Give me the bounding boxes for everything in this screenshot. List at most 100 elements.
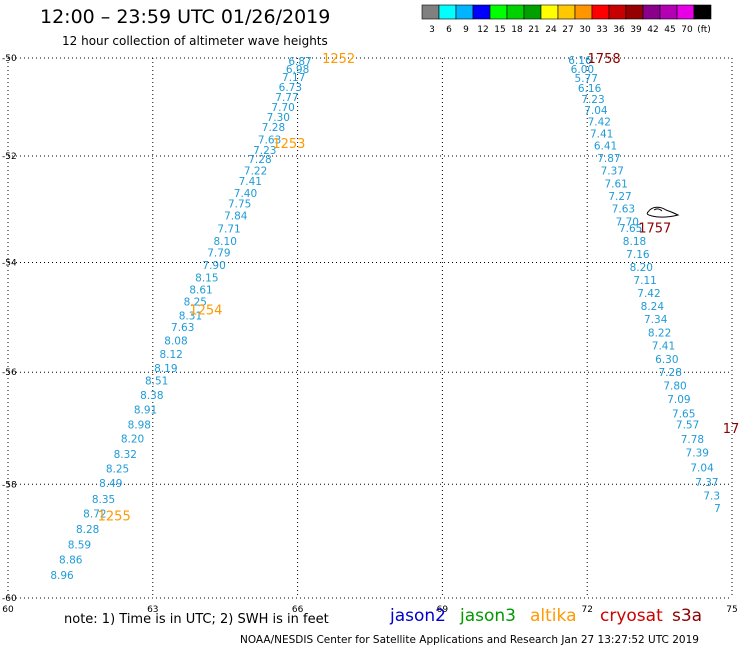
wave-height-value: 8.61 (189, 285, 212, 297)
wave-height-value: 7.11 (633, 275, 656, 287)
legend-label: 45 (664, 25, 675, 35)
legend-swatch (625, 4, 644, 20)
wave-height-value: 6.16 (568, 55, 592, 67)
wave-height-value: 8.25 (106, 463, 129, 475)
legend-label: 30 (579, 25, 591, 35)
wave-height-value: 8.20 (630, 262, 653, 274)
color-legend: 3 6 9 12 15 18 21 24 27 30 33 36 39 42 45 70 (ft) (421, 4, 712, 35)
legend-swatch (489, 4, 508, 20)
wave-height-value: 8.59 (68, 539, 91, 551)
lon-tick-label: 75 (726, 605, 737, 615)
lat-tick-label: -58 (2, 480, 17, 490)
legend-label: 15 (494, 25, 505, 35)
legend-swatch (591, 4, 610, 20)
wave-height-value: 7.37 (695, 477, 718, 489)
credit-footer: NOAA/NESDIS Center for Satellite Applica… (240, 634, 699, 646)
wave-height-value: 7.27 (608, 191, 631, 203)
wave-height-value: 7.30 (267, 112, 290, 124)
wave-height-value: 7.70 (271, 102, 294, 114)
wave-height-value: 7.87 (597, 153, 620, 165)
wave-height-value: 8.10 (214, 236, 237, 248)
wave-height-value: 7.39 (686, 448, 709, 460)
wave-height-value: 8.91 (134, 405, 157, 417)
legend-label: 21 (528, 25, 539, 35)
wave-height-value: 7.42 (637, 288, 660, 300)
wave-height-value: 7.28 (262, 122, 285, 134)
legend-label: 18 (511, 25, 523, 35)
lon-tick-label: 72 (581, 605, 592, 615)
lon-tick-label: 60 (2, 605, 14, 615)
wave-height-value: 6.30 (655, 354, 678, 366)
wave-height-value: 8.08 (164, 336, 187, 348)
wave-height-value: 6.41 (594, 141, 617, 153)
lat-tick-label: -60 (2, 594, 17, 604)
time-label: 1254 (189, 303, 222, 318)
wave-height-value: 8.12 (159, 349, 182, 361)
legend-swatch (557, 4, 576, 20)
wave-height-value: 7.63 (171, 322, 194, 334)
satellite-name-jason2: jason2 (390, 606, 446, 626)
legend-label: 3 (429, 25, 435, 35)
time-label: 1252 (322, 52, 355, 67)
wave-height-value: 8.18 (623, 236, 646, 248)
wave-height-value: 8.49 (99, 478, 122, 490)
wave-height-value: 7.3 (703, 491, 720, 503)
wave-height-value: 7.79 (207, 248, 230, 260)
wave-height-value: 7.28 (248, 154, 271, 166)
legend-swatch (540, 4, 559, 20)
wave-height-value: 7.04 (690, 462, 714, 474)
lat-tick-label: -52 (2, 152, 17, 162)
satellite-name-jason3: jason3 (460, 606, 516, 626)
time-label: 1255 (98, 509, 131, 524)
wave-height-value: 7.71 (217, 223, 240, 235)
wave-height-value: 7.23 (581, 94, 604, 106)
wave-height-value: 7.42 (588, 117, 611, 129)
wave-height-value: 7.80 (663, 381, 686, 393)
wave-height-value: 8.98 (128, 420, 151, 432)
island-outline (646, 206, 680, 218)
time-label: 1758 (588, 52, 621, 67)
lon-tick-label: 63 (147, 605, 158, 615)
legend-swatch (523, 4, 542, 20)
legend-swatch (693, 4, 712, 20)
wave-height-value: 6.00 (571, 64, 594, 76)
wave-height-value: 8.51 (145, 376, 168, 388)
lon-tick-label: 69 (437, 605, 449, 615)
wave-height-value: 8.25 (184, 297, 207, 309)
wave-height-value: 6.16 (578, 83, 602, 95)
satellite-name-s3a: s3a (672, 606, 703, 626)
legend-label: 6 (446, 25, 452, 35)
time-label: 1253 (272, 137, 305, 152)
legend-swatch (472, 4, 491, 20)
wave-height-value: 8.86 (59, 555, 83, 567)
time-label: 17 (723, 422, 740, 437)
wave-height-value: 7.09 (667, 394, 690, 406)
legend-swatch (659, 4, 678, 20)
map-subtitle: 12 hour collection of altimeter wave hei… (62, 34, 328, 48)
wave-height-value: 7.70 (616, 217, 639, 229)
legend-swatch (676, 4, 695, 20)
wave-height-value: 7.65 (672, 408, 695, 420)
wave-height-value: 7.28 (659, 367, 682, 379)
wave-height-value: 7.75 (228, 198, 251, 210)
legend-label: 36 (613, 25, 625, 35)
wave-height-value: 7.41 (590, 128, 613, 140)
wave-height-value: 7.84 (224, 211, 248, 223)
time-label: 1757 (638, 221, 671, 236)
wave-height-value: 7.41 (239, 176, 262, 188)
legend-label: 33 (596, 25, 607, 35)
legend-swatch (574, 4, 593, 20)
wave-height-value: 7 (714, 503, 721, 515)
wave-height-value: 7.23 (253, 145, 276, 157)
wave-height-value: 7.22 (244, 166, 267, 178)
wave-height-value: 7.34 (644, 314, 668, 326)
wave-height-value: 7.63 (258, 135, 281, 147)
wave-height-value: 7.61 (604, 178, 627, 190)
wave-height-value: 7.41 (652, 341, 675, 353)
legend-swatch (438, 4, 457, 20)
legend-swatch (642, 4, 661, 20)
wave-height-value: 8.35 (92, 494, 115, 506)
wave-height-value: 7.90 (202, 260, 225, 272)
lat-tick-label: -54 (2, 258, 17, 268)
